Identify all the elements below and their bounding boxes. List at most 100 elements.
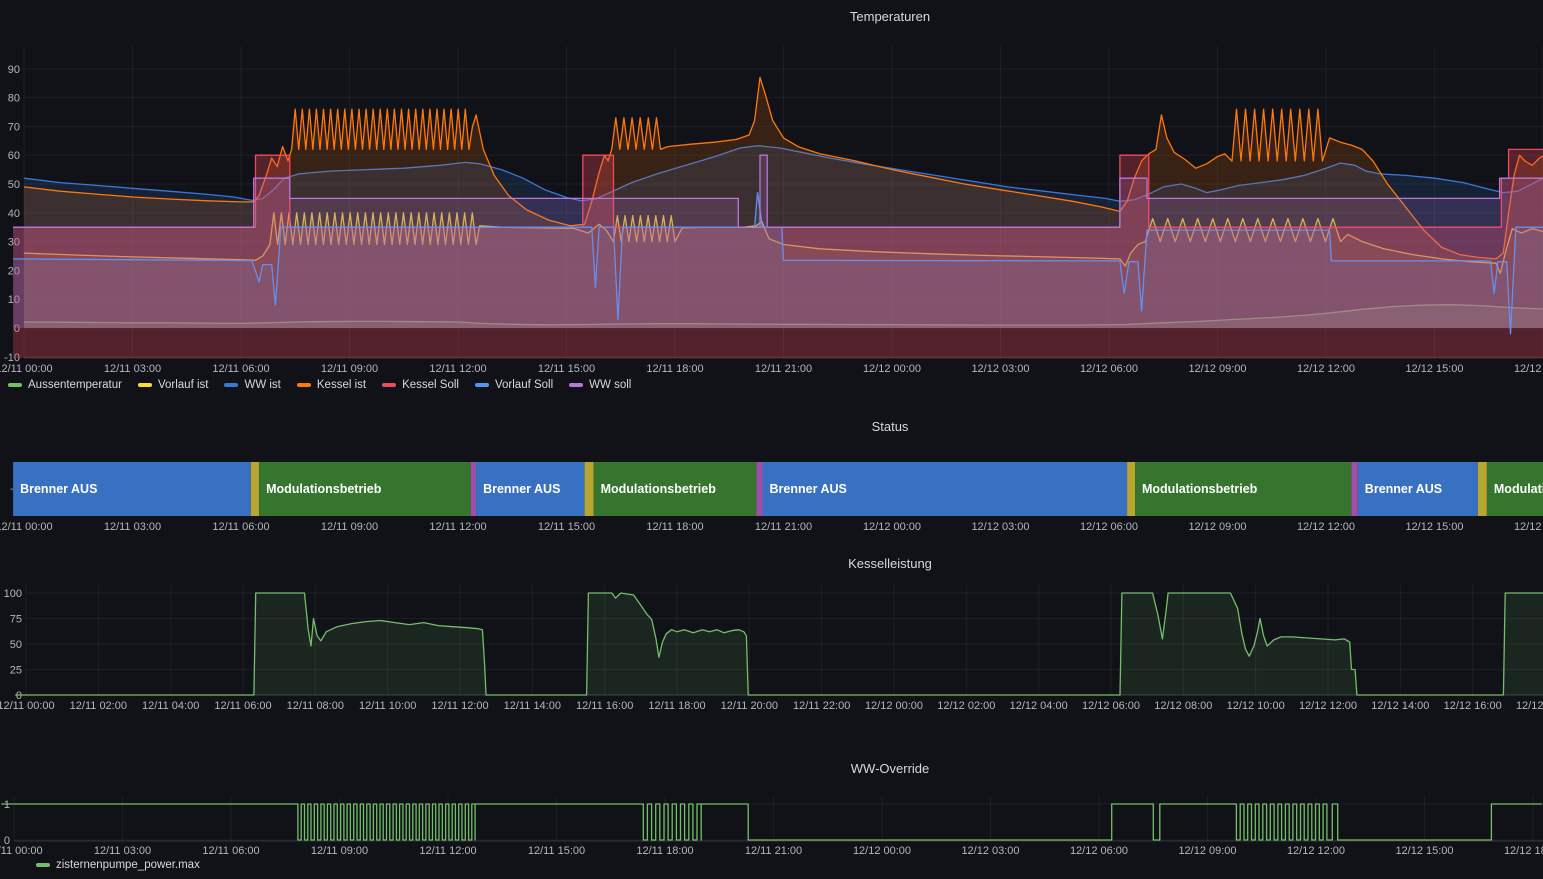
legend-label: Aussentemperatur [28, 379, 122, 391]
charts-canvas: -10010203040506070809012/11 00:0012/11 0… [0, 0, 1543, 879]
status-segment-label: Brenner AUS [770, 482, 847, 496]
x-tick-label: 12/11 00:00 [0, 700, 55, 712]
status-segment-label: Modulationsbetrieb [266, 482, 382, 496]
legend-ww-override: zisternenpumpe_power.max [36, 859, 200, 871]
x-tick-label: 12/11 12:00 [429, 521, 486, 533]
x-tick-label: 12/12 00:00 [863, 521, 921, 533]
y-tick-label: 1 [4, 799, 10, 811]
status-x-axis: 12/11 00:0012/11 03:0012/11 06:0012/11 0… [0, 521, 1543, 533]
x-tick-label: 12/11 06:00 [212, 521, 269, 533]
legend-label: zisternenpumpe_power.max [56, 859, 200, 871]
legend-item-vorlauf-ist[interactable]: Vorlauf ist [138, 379, 209, 391]
x-tick-label: 12/11 21:00 [745, 845, 802, 857]
y-tick-label: 60 [8, 150, 20, 162]
legend-item-kessel-ist[interactable]: Kessel ist [297, 379, 366, 391]
legend-label: Kessel ist [317, 379, 366, 391]
ww_override-y-axis: 01 [4, 799, 10, 847]
legend-swatch-icon [475, 383, 489, 387]
x-tick-label: 12/11 06:00 [212, 363, 269, 375]
legend-item-aussentemperatur[interactable]: Aussentemperatur [8, 379, 122, 391]
x-tick-label: 12/11 15:00 [528, 845, 585, 857]
legend-item-kessel-soll[interactable]: Kessel Soll [382, 379, 459, 391]
x-tick-label: 12/11 12:00 [419, 845, 476, 857]
x-tick-label: 12/11 18:00 [636, 845, 693, 857]
x-tick-label: 12/12 00:00 [853, 845, 911, 857]
x-tick-label: 12/12 06:00 [1082, 700, 1140, 712]
status-segment[interactable] [585, 462, 594, 516]
y-tick-label: 75 [10, 614, 22, 626]
status-segment[interactable] [1351, 462, 1358, 516]
legend-swatch-icon [8, 383, 22, 387]
status-segment-label: Modulationsbetrieb [601, 482, 717, 496]
panel-kesselleistung: 025507510012/11 00:0012/11 02:0012/11 04… [0, 585, 1543, 712]
legend-label: Vorlauf ist [158, 379, 209, 391]
status-segment[interactable] [471, 462, 476, 516]
x-tick-label: 12/11 22:00 [793, 700, 850, 712]
panel-title-temperaturen[interactable]: Temperaturen [850, 9, 930, 24]
x-tick-label: 12/11 20:00 [721, 700, 778, 712]
x-tick-label: 12/11 03:00 [104, 521, 161, 533]
x-tick-label: 12/12 06:00 [1070, 845, 1128, 857]
legend-temperaturen: Aussentemperatur Vorlauf ist WW ist Kessel … [8, 379, 631, 391]
legend-swatch-icon [569, 383, 583, 387]
x-tick-label: 12/11 04:00 [142, 700, 199, 712]
y-tick-label: 70 [8, 121, 20, 133]
x-tick-label: 12/12 02:00 [937, 700, 995, 712]
panel-title-ww-override[interactable]: WW-Override [851, 761, 929, 776]
status-segment[interactable] [251, 462, 259, 516]
x-tick-label: 12/11 18:00 [646, 521, 703, 533]
legend-swatch-icon [138, 383, 152, 387]
x-tick-label: 12/12 06:00 [1080, 363, 1138, 375]
panel-title-kesselleistung[interactable]: Kesselleistung [848, 556, 932, 571]
status-segment[interactable] [1478, 462, 1487, 516]
x-tick-label: 12/12 16:00 [1444, 700, 1502, 712]
y-tick-label: 50 [10, 639, 22, 651]
legend-swatch-icon [36, 863, 50, 867]
x-tick-label: 12/12 12:00 [1299, 700, 1357, 712]
x-tick-label: 12/12 00:00 [865, 700, 923, 712]
status-segment-label: Brenner AUS [483, 482, 560, 496]
legend-swatch-icon [382, 383, 396, 387]
status-segment[interactable] [1127, 462, 1135, 516]
panel-title-status[interactable]: Status [872, 419, 909, 434]
x-tick-label: 12/12 15:00 [1405, 363, 1463, 375]
legend-item-zisternenpumpe-power-max[interactable]: zisternenpumpe_power.max [36, 859, 200, 871]
legend-label: WW soll [589, 379, 631, 391]
kesselleistung-y-axis: 0255075100 [4, 588, 22, 702]
x-tick-label: 12/11 06:00 [214, 700, 271, 712]
y-tick-label: 80 [8, 93, 20, 105]
ww_override-grid [14, 796, 1543, 841]
x-tick-label: 12/12 03:00 [971, 363, 1029, 375]
x-tick-label: 12/12 03:00 [971, 521, 1029, 533]
legend-swatch-icon [297, 383, 311, 387]
x-tick-label: 12/11 21:00 [755, 521, 812, 533]
series-zisternenpumpe-power-max [1, 804, 1542, 840]
x-tick-label: 12/11 15:00 [538, 363, 595, 375]
status-segment-label: Brenner AUS [1365, 482, 1442, 496]
temperaturen-x-axis: 12/11 00:0012/11 03:0012/11 06:0012/11 0… [0, 363, 1543, 375]
legend-item-vorlauf-soll[interactable]: Vorlauf Soll [475, 379, 553, 391]
x-tick-label: 12/11 10:00 [359, 700, 416, 712]
legend-label: WW ist [244, 379, 280, 391]
x-tick-label: 12/12 18:00 [1514, 363, 1543, 375]
y-tick-label: 40 [8, 208, 20, 220]
x-tick-label: 12/12 15:00 [1395, 845, 1453, 857]
y-tick-label: 90 [8, 64, 20, 76]
x-tick-label: 12/12 06:00 [1080, 521, 1138, 533]
x-tick-label: 12/12 03:00 [961, 845, 1019, 857]
x-tick-label: 12/11 09:00 [321, 521, 378, 533]
legend-label: Vorlauf Soll [495, 379, 553, 391]
x-tick-label: 12/11 16:00 [576, 700, 633, 712]
legend-label: Kessel Soll [402, 379, 459, 391]
x-tick-label: 12/12 04:00 [1010, 700, 1068, 712]
x-tick-label: 12/11 02:00 [70, 700, 127, 712]
legend-item-ww-soll[interactable]: WW soll [569, 379, 631, 391]
panel-ww_override: 0112/11 00:0012/11 03:0012/11 06:0012/11… [0, 796, 1543, 857]
x-tick-label: 12/12 18:00 [1504, 845, 1543, 857]
x-tick-label: 12/11 12:00 [429, 363, 486, 375]
status-segment[interactable] [756, 462, 762, 516]
legend-item-ww-ist[interactable]: WW ist [224, 379, 280, 391]
x-tick-label: 12/11 09:00 [321, 363, 378, 375]
x-tick-label: 12/12 15:00 [1405, 521, 1463, 533]
x-tick-label: 12/11 00:00 [0, 845, 43, 857]
